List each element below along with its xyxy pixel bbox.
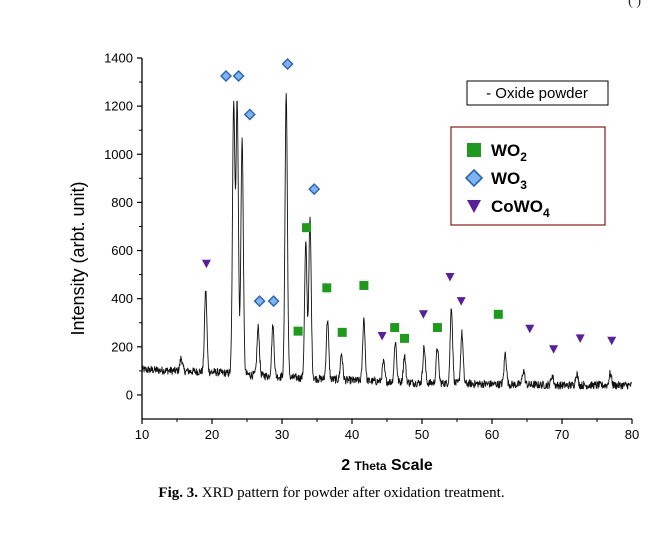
wo3-marker bbox=[308, 183, 321, 196]
caption-text: XRD pattern for powder after oxidation t… bbox=[198, 485, 505, 501]
wo2-marker bbox=[493, 309, 503, 319]
wo3-marker bbox=[220, 70, 232, 83]
x-axis-title: 2 Theta Scale bbox=[341, 457, 433, 474]
cowo4-marker bbox=[456, 297, 466, 306]
x-tick-label: 20 bbox=[205, 427, 219, 442]
wo3-marker bbox=[232, 70, 245, 83]
cowo4-marker bbox=[549, 345, 559, 354]
x-tick-label: 80 bbox=[625, 427, 639, 442]
cowo4-marker bbox=[445, 273, 455, 282]
wo2-marker bbox=[322, 283, 332, 293]
wo2-marker bbox=[302, 223, 311, 233]
x-tick-label: 50 bbox=[415, 427, 429, 442]
legend-square-icon bbox=[467, 143, 481, 157]
cowo4-marker bbox=[418, 310, 428, 319]
x-tick-label: 30 bbox=[275, 427, 289, 442]
wo3-marker bbox=[253, 295, 266, 308]
cowo4-marker bbox=[525, 324, 535, 334]
wo2-marker bbox=[432, 323, 442, 333]
xrd-chart: 10 20 30 40 50 60 70 80020040060080010001200140… bbox=[68, 51, 639, 475]
y-tick-label: 1200 bbox=[104, 99, 133, 114]
cowo4-marker bbox=[201, 259, 211, 269]
caption-label: Fig. 3. bbox=[158, 485, 199, 501]
x-axis-title-suffix: Scale bbox=[387, 457, 433, 474]
legend-label-sub: 2 bbox=[520, 150, 527, 164]
legend-label-base: WO bbox=[491, 141, 520, 160]
marker-layer bbox=[201, 58, 617, 354]
x-axis-title-small: Theta bbox=[355, 459, 387, 473]
y-tick-label: 0 bbox=[126, 387, 133, 402]
sample-label: - Oxide powder bbox=[486, 85, 588, 102]
x-tick-label: 70 bbox=[555, 427, 569, 442]
x-tick-label: 10 bbox=[135, 427, 149, 442]
wo2-marker bbox=[400, 333, 409, 343]
wo2-marker bbox=[359, 280, 369, 290]
wo3-marker bbox=[243, 108, 256, 121]
legend-label-base: WO bbox=[491, 169, 520, 188]
cowo4-marker bbox=[377, 331, 387, 341]
wo3-marker bbox=[281, 58, 294, 71]
xrd-pattern-line bbox=[141, 93, 633, 390]
sample-label-box bbox=[466, 80, 609, 106]
legend-label: CoWO4 bbox=[491, 197, 550, 220]
y-tick-label: 800 bbox=[111, 195, 133, 210]
legend-triangle-icon bbox=[467, 200, 481, 213]
y-tick-label: 200 bbox=[111, 339, 133, 354]
y-tick-label: 1400 bbox=[104, 51, 133, 66]
x-tick-label: 60 bbox=[485, 427, 499, 442]
legend-label: WO3 bbox=[491, 169, 527, 192]
wo2-marker bbox=[390, 323, 400, 333]
y-axis-title: Intensity (arbt. unit) bbox=[68, 181, 88, 335]
wo3-marker bbox=[267, 295, 280, 308]
legend-label: WO2 bbox=[491, 141, 527, 164]
label-layer: 2 Theta Scale Intensity (arbt. unit) - Oxi… bbox=[68, 80, 609, 474]
y-tick-label: 400 bbox=[111, 291, 133, 306]
y-tick-label: 600 bbox=[111, 243, 133, 258]
legend-diamond-icon bbox=[464, 168, 484, 188]
x-axis-title-prefix: 2 bbox=[341, 457, 354, 474]
axes: 10 20 30 40 50 60 70 80020040060080010001200140… bbox=[104, 51, 639, 443]
cowo4-marker bbox=[575, 334, 585, 343]
legend-label-sub: 4 bbox=[543, 206, 550, 220]
cowo4-marker bbox=[607, 336, 617, 346]
y-tick-label: 1000 bbox=[104, 147, 133, 162]
x-tick-label: 40 bbox=[345, 427, 359, 442]
wo2-marker bbox=[337, 327, 347, 337]
pattern-layer bbox=[141, 93, 633, 390]
legend-label-sub: 3 bbox=[520, 178, 527, 192]
figure-caption: Fig. 3. XRD pattern for powder after oxi… bbox=[0, 485, 663, 502]
corner-mark: ( ) bbox=[628, 0, 641, 9]
legend-label-base: CoWO bbox=[491, 197, 543, 216]
wo2-marker bbox=[293, 326, 303, 336]
